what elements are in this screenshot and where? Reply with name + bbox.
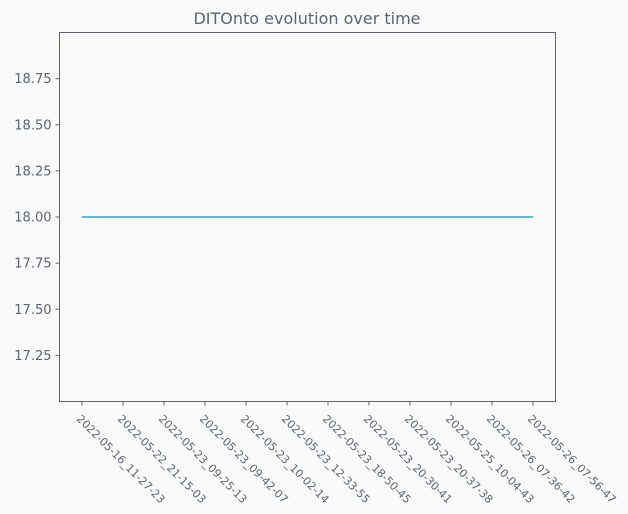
y-tick-label: 18.50 bbox=[14, 118, 51, 133]
x-axis: 2022-05-16_11-27-232022-05-22_21-15-0320… bbox=[74, 401, 618, 506]
y-axis: 17.25 17.50 17.75 18.00 18.25 18.50 18.75 bbox=[14, 72, 60, 364]
y-tick-label: 18.75 bbox=[14, 72, 51, 87]
y-tick-label: 17.75 bbox=[14, 257, 51, 272]
y-tick-label: 17.25 bbox=[14, 349, 51, 364]
y-tick-label: 18.00 bbox=[14, 211, 51, 226]
y-tick-label: 17.50 bbox=[14, 303, 51, 318]
y-tick-label: 18.25 bbox=[14, 164, 51, 179]
chart-title: DITOnto evolution over time bbox=[193, 9, 420, 28]
